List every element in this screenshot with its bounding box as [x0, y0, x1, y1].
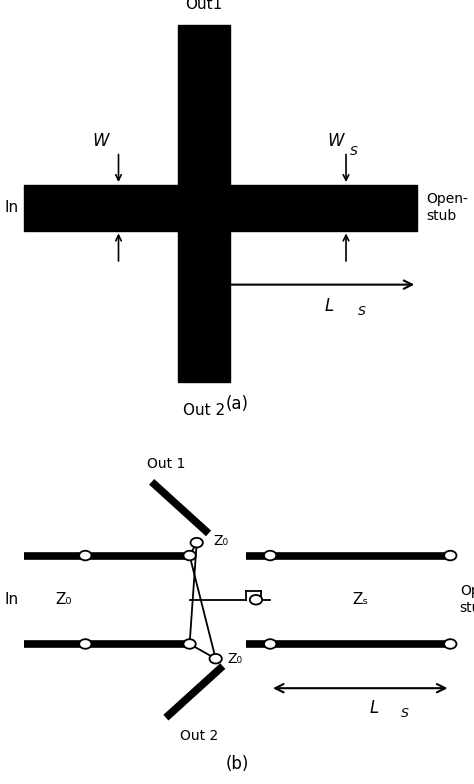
Text: Z₀: Z₀: [228, 652, 243, 666]
Text: S: S: [350, 145, 358, 158]
Text: (b): (b): [225, 755, 249, 773]
Circle shape: [210, 654, 222, 663]
Text: S: S: [401, 706, 409, 720]
Text: W: W: [92, 132, 109, 150]
Circle shape: [79, 550, 91, 561]
Circle shape: [250, 595, 262, 604]
Circle shape: [183, 639, 196, 649]
Text: (a): (a): [226, 395, 248, 413]
Text: Z₀: Z₀: [56, 592, 72, 608]
Circle shape: [191, 538, 203, 547]
Text: Out 2: Out 2: [180, 729, 219, 742]
Text: L: L: [370, 699, 379, 717]
Circle shape: [264, 639, 276, 649]
Bar: [24, 185, 417, 230]
Text: Z₀: Z₀: [213, 534, 228, 548]
Text: W: W: [327, 132, 344, 150]
Circle shape: [444, 550, 456, 561]
Circle shape: [79, 639, 91, 649]
Text: Out 2: Out 2: [183, 403, 225, 418]
Text: Open-
stub: Open- stub: [460, 584, 474, 615]
Text: Zₛ: Zₛ: [352, 592, 368, 608]
Circle shape: [183, 550, 196, 561]
Text: Open-
stub: Open- stub: [427, 192, 468, 223]
Text: S: S: [358, 306, 366, 318]
Text: In: In: [5, 200, 19, 216]
Text: Out1: Out1: [185, 0, 222, 13]
Text: L: L: [325, 297, 334, 315]
Circle shape: [444, 639, 456, 649]
Text: Out 1: Out 1: [147, 457, 185, 470]
Text: In: In: [5, 592, 19, 608]
Circle shape: [264, 550, 276, 561]
Bar: [178, 25, 230, 383]
